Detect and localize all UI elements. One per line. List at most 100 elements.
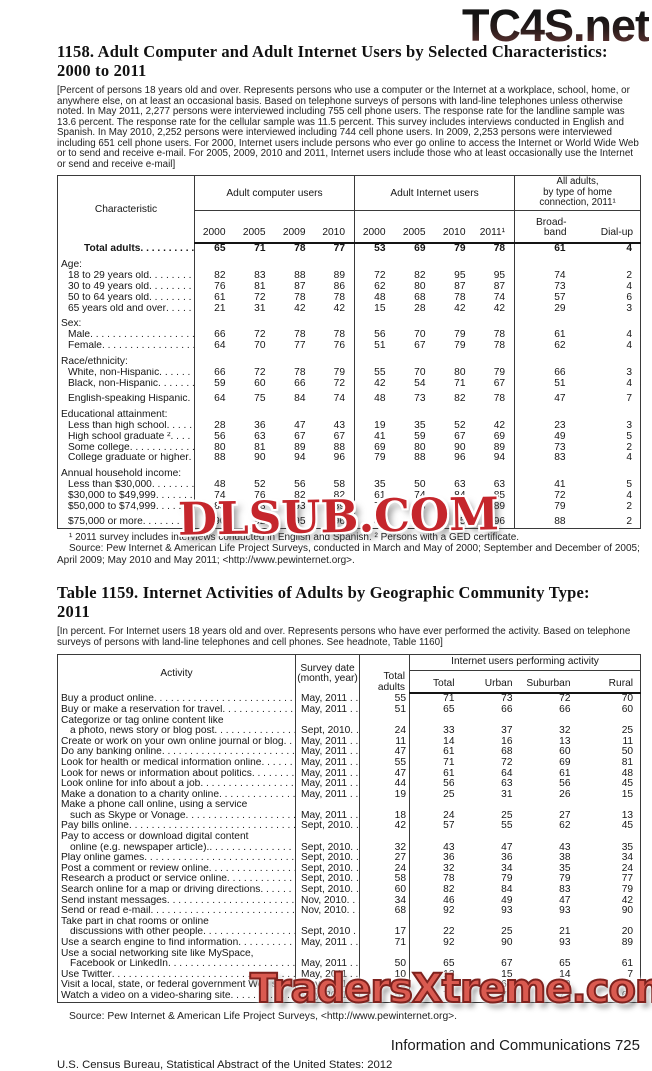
activity-label: Look for health or medical information o… bbox=[61, 758, 295, 769]
empty-cell bbox=[314, 352, 356, 369]
value-cell: 82 bbox=[214, 270, 226, 281]
empty-cell bbox=[474, 314, 516, 331]
value-cell: 4 bbox=[626, 491, 633, 502]
value-cell: 86 bbox=[414, 502, 426, 513]
value-cell: 2 bbox=[626, 270, 633, 281]
value-cell: 2 bbox=[626, 442, 633, 453]
value-cell: 25 bbox=[443, 789, 455, 800]
survey-date-cell: Sept, 2010 . . bbox=[295, 916, 360, 938]
value-cell: 19 bbox=[374, 420, 386, 431]
value-cell: 52 bbox=[254, 480, 266, 491]
value-cell: 36 bbox=[443, 853, 455, 864]
row-label-text: 30 to 49 years old bbox=[68, 281, 149, 292]
row-label-text: Total adults bbox=[84, 244, 141, 254]
table-1159-title: Table 1159. Internet Activities of Adult… bbox=[57, 583, 640, 621]
internet-users-group-header: Adult Internet users bbox=[354, 175, 516, 211]
activity-label-text: Make a donation to a charity online bbox=[61, 789, 220, 800]
row-label: 50 to 64 years old bbox=[68, 293, 194, 304]
table-1159-header: Activity Survey date (month, year) Total… bbox=[57, 654, 641, 695]
activity-label-cell: Create or work on your own online journa… bbox=[57, 736, 296, 748]
value-cell: 15 bbox=[501, 969, 513, 980]
table-1159: Activity Survey date (month, year) Total… bbox=[57, 654, 642, 1003]
value-cell: 69 bbox=[374, 442, 386, 453]
value-cell: 84 bbox=[501, 885, 513, 896]
year-header: 2009 bbox=[274, 210, 315, 244]
value-cell: 93 bbox=[559, 906, 571, 917]
value-cell: 87 bbox=[454, 281, 466, 292]
row-label-text: Female bbox=[68, 341, 102, 352]
value-cell: 74 bbox=[374, 502, 386, 513]
value-cell: 24 bbox=[443, 809, 455, 821]
row-label-text: High school graduate ² bbox=[68, 431, 171, 442]
empty-cell bbox=[195, 405, 235, 421]
empty-cell bbox=[235, 405, 275, 421]
table-row: Send instant messages Nov, 2010. . .34 46 4… bbox=[57, 895, 641, 907]
table-row: Buy a product online May, 2011 . .55 71 73 7… bbox=[57, 693, 641, 705]
dot-leader bbox=[171, 432, 194, 443]
activity-label-cell: Watch a video on a video-sharing site bbox=[57, 990, 296, 1003]
activity-label-text: Do any banking online bbox=[61, 747, 162, 758]
value-cell: 70 bbox=[254, 341, 266, 352]
value-cell: 88 bbox=[554, 515, 566, 527]
table-row: Less than high school 28 36 47 43 19 35 52 42 23 3 bbox=[57, 420, 641, 432]
value-cell: 45 bbox=[621, 821, 634, 832]
activity-label: Buy or make a reservation for travel bbox=[61, 705, 295, 716]
value-cell: 15 bbox=[621, 789, 634, 800]
group-header-line: connection, 2011¹ bbox=[539, 197, 616, 209]
total-adults-cell: 71 bbox=[359, 938, 410, 949]
table-row: Age: bbox=[57, 254, 641, 271]
survey-date-cell: May, 2011 . . bbox=[295, 757, 360, 769]
value-cell: 35 bbox=[559, 863, 571, 874]
value-cell: 56 bbox=[214, 431, 226, 442]
value-cell: 49 bbox=[554, 431, 566, 442]
value-cell: 94 bbox=[474, 453, 516, 465]
total-adults-cell: 68 bbox=[359, 906, 410, 917]
row-label-cell: Total adults bbox=[57, 243, 195, 255]
value-cell: 67 bbox=[294, 431, 306, 442]
broadband-header: Broad- band bbox=[514, 210, 581, 244]
value-cell: 80 bbox=[414, 442, 426, 453]
table-row: Use a search engine to find information M… bbox=[57, 938, 641, 949]
dot-leader bbox=[166, 304, 194, 315]
value-cell: 85 bbox=[214, 502, 226, 513]
value-cell: 88 bbox=[254, 502, 266, 513]
value-cell: 76 bbox=[314, 341, 356, 353]
value-cell: 59 bbox=[214, 378, 226, 389]
table-row: Search online for a map or driving direc… bbox=[57, 885, 641, 896]
total-adults-cell: 50 bbox=[359, 948, 410, 970]
activity-label-text: Look online for info about a job bbox=[61, 779, 201, 790]
value-cell: 77 bbox=[294, 341, 306, 352]
table-row: Make a donation to a charity online May, … bbox=[57, 789, 641, 801]
value-cell: 7 bbox=[626, 392, 633, 404]
activity-label-line2-text: Facebook or LinkedIn bbox=[70, 959, 168, 970]
activity-label-cell: Categorize or tag online content like a p… bbox=[57, 715, 296, 737]
total-adults-cell: 55 bbox=[359, 693, 410, 705]
section-label-cell: Age: bbox=[57, 254, 195, 271]
table-row: White, non-Hispanic 66 72 78 79 55 70 80 79 66 3 bbox=[57, 368, 641, 379]
value-cell: 78 bbox=[474, 341, 516, 353]
value-cell: 78 bbox=[294, 330, 306, 341]
value-cell: 71 bbox=[443, 693, 455, 705]
value-cell: 89 bbox=[454, 502, 466, 513]
survey-date-cell: May, 2011 . . bbox=[295, 969, 360, 981]
value-cell: 34 bbox=[621, 853, 634, 864]
performing-activity-group-header: Internet users performing activity bbox=[409, 654, 641, 672]
value-cell: 82 bbox=[454, 392, 466, 404]
value-cell: 38 bbox=[559, 853, 571, 864]
value-cell: 57 bbox=[443, 821, 455, 832]
row-label-text: 65 years old and over bbox=[68, 303, 166, 314]
empty-cell bbox=[355, 255, 395, 271]
table-row: English-speaking Hispanic 64 75 84 74 48 73 82 7… bbox=[57, 389, 641, 405]
value-cell: 67 bbox=[474, 378, 516, 390]
table-row: Categorize or tag online content like a p… bbox=[57, 715, 641, 737]
value-cell: 87 bbox=[294, 281, 306, 292]
value-cell: 62 bbox=[554, 341, 566, 352]
activity-label-line2: such as Skype or Vonage bbox=[61, 811, 295, 822]
table-row: Send or read e-mail Nov, 2010. . .68 92 93 9… bbox=[57, 906, 641, 917]
empty-cell bbox=[581, 405, 641, 421]
table-row: Take part in chat rooms or online discuss… bbox=[57, 916, 641, 938]
home-connection-group-header: All adults, by type of home connection, … bbox=[514, 175, 641, 211]
value-cell: 71 bbox=[454, 378, 466, 389]
value-cell: 96 bbox=[314, 512, 356, 529]
table-row: Race/ethnicity: bbox=[57, 352, 641, 369]
